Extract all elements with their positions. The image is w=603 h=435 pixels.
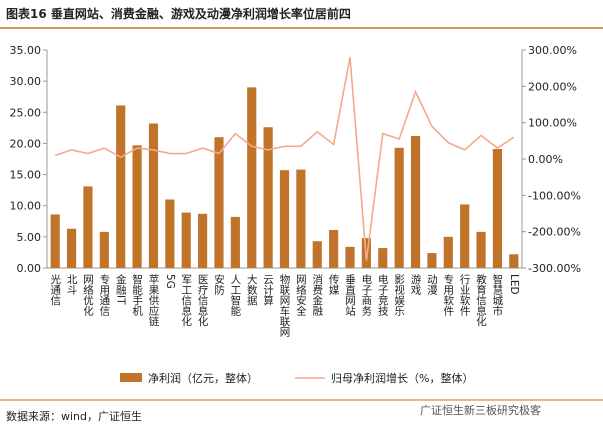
x-tick-label: 影视娱乐 (393, 273, 405, 316)
x-tick-label: 网络优化 (82, 274, 94, 317)
x-tick-label: 消费金融 (311, 273, 323, 317)
x-tick-label: 智能手机 (131, 273, 143, 317)
bar (132, 145, 142, 268)
bar (165, 199, 175, 268)
bar (279, 170, 290, 268)
bar (509, 254, 519, 268)
x-tick-label: 电子竞技 (377, 273, 389, 317)
x-tick-label: 医疗信息化 (197, 274, 209, 327)
x-tick-label: 电子商务 (360, 273, 372, 317)
y-tick-label: 5.00 (17, 231, 42, 244)
y2-tick-label: -300.00% (528, 262, 581, 275)
bar (378, 248, 388, 268)
bar (443, 236, 453, 268)
bar (116, 105, 126, 268)
y-tick-label: 10.00 (10, 200, 42, 213)
bar (410, 135, 421, 268)
x-tick-label: 苹果供应链 (147, 273, 159, 326)
bar (66, 228, 77, 268)
x-tick-label: 传媒 (328, 274, 340, 296)
bar (198, 213, 208, 268)
y2-tick-label: -100.00% (528, 189, 581, 202)
bar (329, 230, 339, 268)
bar (247, 87, 257, 268)
x-tick-label: 军工信息化 (180, 274, 192, 327)
x-tick-label: 网络安全 (295, 274, 307, 316)
x-tick-label: 专用通信 (98, 273, 110, 317)
x-tick-label: 人工智能 (229, 274, 241, 317)
y2-tick-label: -200.00% (528, 226, 581, 239)
bar (312, 241, 322, 268)
bar (476, 231, 486, 268)
x-tick-label: 行业软件 (459, 273, 471, 317)
x-tick-label: 大数据 (246, 273, 258, 306)
bar (460, 204, 470, 268)
y-tick-label: 15.00 (10, 169, 42, 182)
y2-tick-label: 0.00% (528, 153, 563, 166)
y-tick-label: 25.00 (10, 106, 42, 119)
y-tick-label: 20.00 (10, 137, 42, 150)
y2-tick-label: 200.00% (528, 80, 577, 93)
bar (83, 186, 93, 268)
y-tick-label: 30.00 (10, 75, 42, 88)
x-tick-label: 物联网车联网 (279, 273, 291, 338)
x-tick-label: 游戏 (410, 273, 422, 296)
legend-swatch (120, 373, 142, 382)
x-tick-label: 云计算 (262, 274, 274, 306)
bar (214, 137, 224, 268)
bar (230, 216, 240, 268)
bar (394, 147, 404, 268)
bar (50, 214, 60, 268)
x-tick-label: 光通信 (49, 273, 61, 306)
source: 数据来源：wind，广证恒生 (6, 409, 142, 423)
x-tick-label: 教育信息化 (475, 273, 487, 327)
x-tick-label: 金融IT (115, 273, 127, 305)
bar (427, 253, 437, 268)
x-tick-label: 北斗 (66, 274, 78, 295)
line (54, 57, 515, 261)
bar (263, 127, 273, 268)
y-tick-label: 35.00 (10, 44, 42, 57)
chart-title: 图表16 垂直网站、消费金融、游戏及动漫净利润增长率位居前四 (6, 6, 351, 21)
bar (296, 169, 306, 268)
legend-label: 净利润（亿元，整体） (148, 371, 258, 385)
x-tick-label: 动漫 (426, 274, 438, 296)
y2-tick-label: 100.00% (528, 117, 577, 130)
x-tick-label: 5G (164, 274, 176, 289)
x-tick-label: 专用软件 (442, 273, 454, 317)
legend-label: 归母净利润增长（%，整体） (331, 371, 473, 385)
y2-tick-label: 300.00% (528, 44, 577, 57)
x-tick-label: LED (508, 274, 520, 295)
bar (148, 123, 159, 268)
x-tick-label: 智慧城市 (491, 273, 503, 317)
x-tick-label: 垂直网站 (344, 274, 356, 317)
watermark: 广证恒生新三板研究极客 (420, 403, 541, 417)
bar (181, 212, 191, 268)
bar (492, 149, 503, 268)
bar (99, 231, 109, 268)
x-tick-label: 安防 (213, 273, 225, 296)
y-tick-label: 0.00 (17, 262, 42, 275)
bar (345, 246, 355, 268)
